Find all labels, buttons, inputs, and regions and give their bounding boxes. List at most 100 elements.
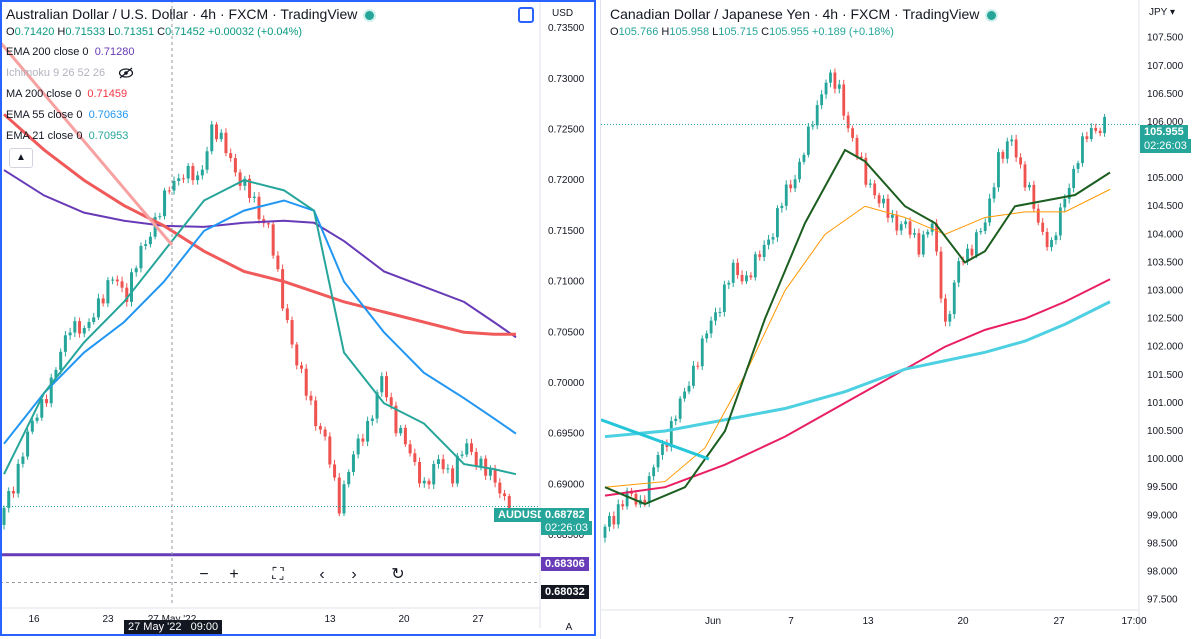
candle-body (172, 181, 176, 191)
zoom-in-icon[interactable]: + (229, 566, 239, 583)
candle-body (753, 254, 757, 278)
candle-body (498, 482, 502, 494)
candle-body (824, 82, 828, 95)
trendline (601, 418, 710, 461)
candle-body (73, 321, 77, 333)
candle-body (944, 298, 947, 322)
left-currency-label: USD (552, 8, 574, 19)
candle-body (992, 187, 996, 199)
candle-body (957, 261, 961, 283)
time-tick-label: 20 (398, 614, 410, 625)
time-tick-label: 27 May '22 (148, 614, 197, 625)
horizontal-line-price-tag: 0.68306 (541, 557, 589, 571)
indicator-ma200[interactable]: MA 200 close 0 0.71459 (6, 88, 128, 100)
indicator-ema200[interactable]: EMA 200 close 0 0.71280 (6, 46, 135, 58)
right-chart-pane[interactable]: 107.500107.000106.500106.000105.500105.0… (600, 0, 1195, 639)
collapse-legend-button[interactable]: ▲ (9, 148, 33, 168)
candle-body (214, 124, 219, 140)
price-tick-label: 104.500 (1147, 201, 1184, 212)
candle-body (1067, 187, 1071, 199)
candle-body (855, 137, 859, 157)
candle-body (26, 431, 30, 457)
candle-body (815, 105, 819, 126)
candle-body (1045, 231, 1049, 248)
candle-body (789, 184, 793, 189)
candle-body (696, 365, 700, 367)
candle-body (68, 332, 72, 336)
candle-body (961, 261, 965, 263)
price-tick-label: 100.500 (1147, 426, 1184, 437)
price-tick-label: 0.73500 (548, 23, 585, 34)
candle-body (731, 262, 735, 283)
moving-average-line (604, 188, 1111, 488)
indicator-ema55[interactable]: EMA 55 close 0 0.70636 (6, 109, 129, 121)
scroll-left-icon[interactable]: ‹ (319, 566, 325, 583)
candle-body (40, 399, 44, 418)
candle-body (333, 464, 337, 478)
moving-average-line (3, 179, 517, 476)
candle-body (394, 405, 398, 434)
candle-body (375, 392, 379, 419)
time-tick-label: 16 (28, 614, 40, 625)
candle-body (793, 179, 797, 189)
indicator-ichimoku[interactable]: Ichimoku 9 26 52 26 (6, 67, 134, 79)
zoom-out-icon[interactable]: − (199, 566, 209, 583)
candle-body (1032, 184, 1036, 209)
candle-body (767, 239, 770, 245)
bar-timer-tag: 02:26:03 (541, 521, 592, 535)
candle-body (939, 251, 943, 299)
time-tick-label: 27 (472, 614, 484, 625)
candle-body (323, 429, 327, 437)
candle-body (384, 376, 389, 398)
moving-average-line (3, 113, 516, 336)
left-chart-pane[interactable]: 0.73500 0.73000 0.72500 0.72000 0.71500 0.710… (0, 0, 600, 639)
candle-body (125, 287, 129, 302)
maximize-pane-button[interactable] (518, 7, 534, 23)
candle-body (82, 327, 86, 334)
candle-body (35, 417, 39, 421)
reset-icon[interactable]: ⛶ (272, 566, 284, 583)
candle-body (408, 444, 412, 454)
candle-body (469, 443, 474, 452)
candle-body (979, 231, 983, 233)
auto-scale-button[interactable]: A (565, 622, 573, 633)
aud-usd-chart[interactable]: 0.73500 0.73000 0.72500 0.72000 0.71500 0.710… (0, 0, 600, 639)
price-tick-label: 100.000 (1147, 454, 1184, 465)
candle-body (2, 507, 6, 525)
right-chart-title: Canadian Dollar / Japanese Yen · 4h · FX… (610, 6, 999, 22)
candle-body (1081, 136, 1084, 164)
candle-body (11, 491, 15, 494)
candle-body (111, 279, 115, 281)
candle-body (7, 491, 11, 508)
candle-body (418, 462, 422, 484)
chevron-down-icon: ▾ (1169, 7, 1175, 18)
candle-body (1041, 222, 1045, 232)
candle-body (851, 128, 854, 138)
candle-body (952, 282, 956, 315)
candle-body (465, 443, 469, 455)
last-price-tag: 0.68782 (541, 508, 589, 522)
candle-body (266, 223, 270, 225)
left-symbol-title: Australian Dollar / U.S. Dollar · 4h · F… (6, 6, 358, 22)
indicator-ema21[interactable]: EMA 21 close 0 0.70953 (6, 130, 129, 142)
symbol-tag: AUDUSD (494, 508, 550, 522)
time-tick-label: 17:00 (1121, 616, 1146, 627)
eye-off-icon[interactable] (118, 67, 134, 79)
left-ohlc: O0.71420 H0.71533 L0.71351 C0.71452 +0.0… (6, 26, 303, 38)
candle-body (167, 190, 171, 192)
candle-body (709, 320, 713, 334)
cad-jpy-chart[interactable]: 107.500107.000106.500106.000105.500105.0… (601, 0, 1195, 639)
candle-body (665, 444, 669, 448)
price-tick-label: 102.000 (1147, 342, 1184, 353)
crosshair-date-tag: 27 May '22 09:00 (124, 620, 223, 634)
candle-body (380, 376, 384, 393)
right-currency-select[interactable]: JPY ▾ (1149, 7, 1175, 18)
candle-body (798, 161, 801, 180)
candle-body (868, 183, 872, 185)
scroll-right-icon[interactable]: › (351, 566, 357, 583)
candle-body (873, 183, 877, 196)
status-dot-icon (363, 8, 377, 22)
refresh-icon[interactable]: ↻ (391, 566, 405, 583)
candle-body (177, 178, 181, 182)
candle-body (921, 234, 925, 255)
